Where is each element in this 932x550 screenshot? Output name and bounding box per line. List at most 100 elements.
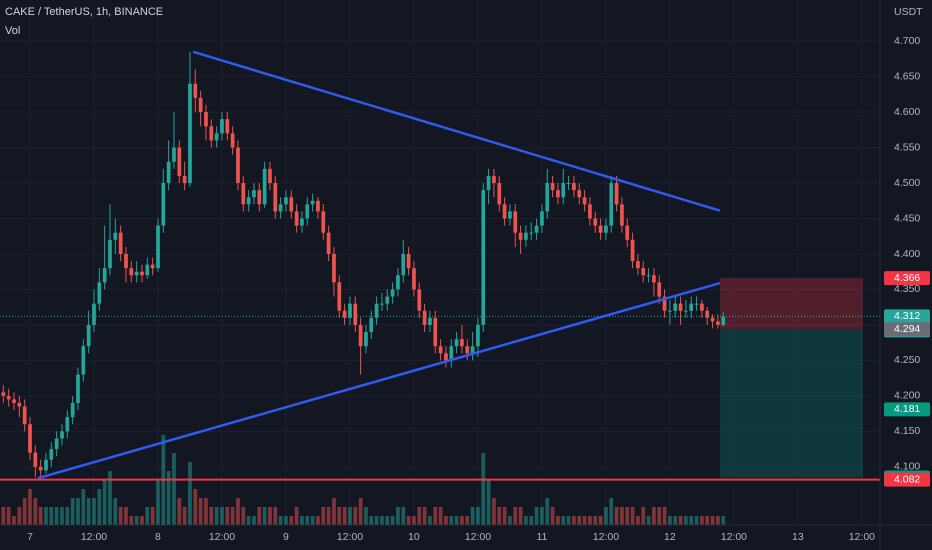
price-marker bbox=[884, 402, 930, 417]
volume-bar bbox=[321, 507, 326, 525]
candle-body bbox=[44, 459, 48, 471]
axes: 4.1004.1504.2004.2504.3004.3504.4004.450… bbox=[27, 35, 930, 543]
candle-body bbox=[620, 204, 624, 226]
volume-bar bbox=[108, 471, 112, 525]
candle-body bbox=[86, 324, 91, 347]
candle-body bbox=[524, 232, 528, 240]
candle-body bbox=[518, 232, 523, 240]
volume-bar bbox=[188, 462, 192, 525]
candle-body bbox=[214, 133, 219, 141]
volume-bar bbox=[582, 516, 587, 525]
y-tick-label: 4.400 bbox=[894, 248, 920, 260]
volume-pane bbox=[1, 435, 726, 525]
candle-body bbox=[444, 353, 448, 361]
candle-body bbox=[257, 190, 262, 205]
candle-body bbox=[721, 316, 726, 325]
candle-body bbox=[166, 161, 171, 184]
x-tick-label: 11 bbox=[536, 531, 547, 543]
volume-bar bbox=[497, 507, 502, 525]
candle-body bbox=[204, 112, 208, 127]
x-tick-label: 12 bbox=[664, 531, 676, 543]
volume-bar bbox=[422, 507, 427, 525]
candle-body bbox=[422, 310, 427, 325]
x-tick-label: 10 bbox=[408, 531, 420, 543]
volume-bar bbox=[705, 516, 710, 525]
candle-body bbox=[145, 264, 150, 276]
candle-body bbox=[396, 275, 400, 290]
volume-bar bbox=[236, 498, 240, 525]
volume-bar bbox=[214, 507, 219, 525]
candle-body bbox=[102, 268, 107, 283]
candle-body bbox=[582, 197, 587, 205]
candle-body bbox=[545, 183, 550, 212]
drawings bbox=[0, 50, 880, 481]
volume-bar bbox=[6, 507, 11, 525]
price-marker-label: 4.366 bbox=[894, 272, 920, 284]
candle-body bbox=[460, 339, 464, 347]
candle-body bbox=[358, 324, 363, 347]
candle-body bbox=[678, 303, 683, 311]
chart-title[interactable]: CAKE / TetherUS, 1h, BINANCE bbox=[5, 6, 163, 18]
candle-body bbox=[92, 303, 96, 325]
volume-bar bbox=[716, 516, 720, 525]
volume-bar bbox=[620, 507, 624, 525]
volume-bar bbox=[700, 516, 704, 525]
y-tick-label: 4.100 bbox=[894, 461, 920, 473]
volume-bar bbox=[417, 507, 422, 525]
volume-bar bbox=[342, 507, 347, 525]
volume-bar bbox=[556, 516, 560, 525]
candle-body bbox=[380, 303, 384, 305]
volume-bar bbox=[273, 507, 278, 525]
profit-zone bbox=[720, 329, 863, 478]
candle-body bbox=[604, 225, 608, 233]
x-tick-label: 12:00 bbox=[465, 531, 491, 543]
candle-body bbox=[609, 183, 614, 226]
volume-bar bbox=[326, 507, 331, 525]
x-tick-label: 12:00 bbox=[849, 531, 875, 543]
volume-bar bbox=[305, 516, 310, 525]
candle-body bbox=[716, 321, 720, 325]
candle-body bbox=[353, 303, 358, 325]
loss-zone bbox=[720, 278, 863, 330]
candle-body bbox=[188, 83, 192, 184]
x-tick-label: 12:00 bbox=[209, 531, 235, 543]
y-tick-label: 4.700 bbox=[894, 35, 920, 47]
candle-body bbox=[534, 225, 539, 233]
candle-body bbox=[252, 190, 256, 198]
candles bbox=[1, 51, 726, 478]
volume-bar bbox=[230, 507, 235, 525]
volume-bar bbox=[550, 507, 555, 525]
volume-bar bbox=[673, 516, 678, 525]
candle-body bbox=[465, 346, 470, 354]
volume-bar bbox=[572, 516, 576, 525]
volume-bar bbox=[385, 516, 390, 525]
y-tick-label: 4.450 bbox=[894, 212, 920, 224]
candle-body bbox=[417, 289, 422, 311]
candle-body bbox=[268, 168, 272, 184]
candle-body bbox=[369, 317, 374, 333]
volume-bar bbox=[70, 498, 75, 525]
candle-body bbox=[140, 271, 144, 276]
volume-bar bbox=[396, 507, 400, 525]
volume-bar bbox=[38, 507, 43, 525]
volume-bar bbox=[433, 507, 438, 525]
candle-body bbox=[513, 211, 518, 233]
volume-bar bbox=[636, 516, 640, 525]
candle-body bbox=[486, 175, 491, 191]
candle-body bbox=[193, 83, 198, 98]
volume-bar bbox=[540, 507, 544, 525]
candle-body bbox=[177, 147, 182, 176]
volume-bar bbox=[246, 516, 251, 525]
x-tick-label: 12:00 bbox=[337, 531, 363, 543]
price-marker-label: 4.181 bbox=[894, 403, 920, 415]
volume-label[interactable]: Vol bbox=[5, 25, 20, 37]
candle-body bbox=[198, 97, 203, 113]
volume-bar bbox=[300, 516, 304, 525]
volume-bar bbox=[449, 516, 454, 525]
volume-bar bbox=[454, 516, 459, 525]
volume-bar bbox=[438, 507, 443, 525]
volume-bar bbox=[54, 507, 59, 525]
y-tick-label: 4.200 bbox=[894, 390, 920, 402]
